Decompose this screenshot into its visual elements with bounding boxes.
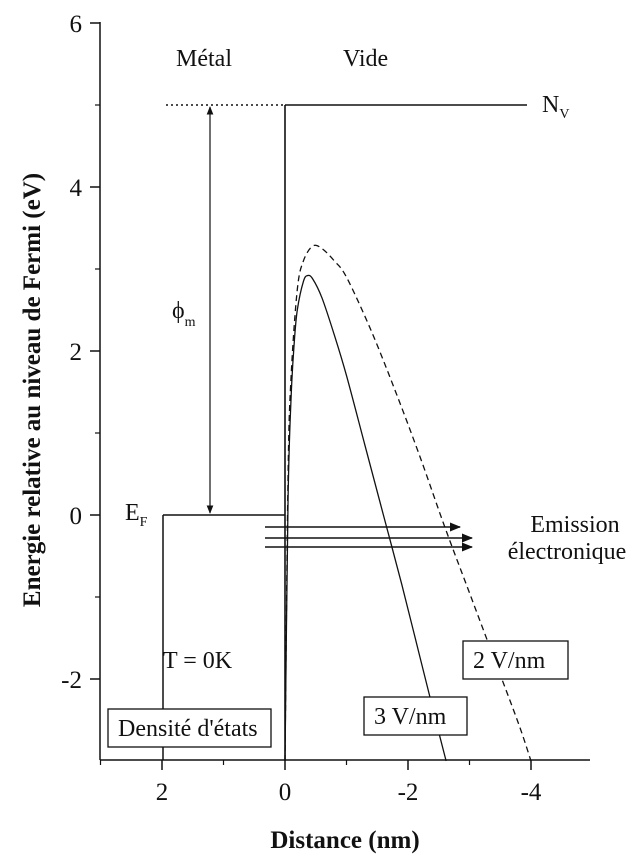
work-function-symbol: ϕ (172, 298, 185, 324)
ticks: -2 0 2 4 6 2 0 -2 -4 (61, 11, 542, 806)
x-axis-title: Distance (nm) (270, 827, 419, 854)
field-2-label: 2 V/nm (473, 648, 546, 674)
field-3-label: 3 V/nm (374, 704, 447, 730)
x-tick-label: -2 (398, 779, 419, 806)
x-tick-label: 2 (156, 779, 169, 806)
axes (99, 22, 590, 761)
vacuum-level-symbol: N (542, 92, 559, 118)
series (284, 244, 532, 762)
fermi-level-subscript: F (140, 515, 148, 530)
y-tick-label: 2 (70, 339, 83, 366)
field-2-box (462, 640, 569, 680)
density-of-states-box (107, 708, 272, 748)
series-line-3-v-nm (284, 274, 447, 762)
emission-label-2: électronique (508, 539, 627, 565)
y-tick-label: -2 (61, 667, 82, 694)
fermi-level-label: EF (125, 500, 148, 530)
metal-label: Métal (176, 46, 232, 72)
fermi-level-symbol: E (125, 500, 140, 526)
temperature-label: T = 0K (163, 648, 233, 674)
vacuum-level-label: NV (542, 92, 569, 122)
field-3-box (363, 696, 468, 736)
work-function-label: ϕm (172, 298, 196, 330)
vacuum-level-subscript: V (559, 107, 569, 122)
y-tick-label: 6 (70, 11, 83, 38)
x-tick-label: 0 (279, 779, 292, 806)
y-tick-label: 0 (70, 503, 83, 530)
y-axis-title: Energie relative au niveau de Fermi (eV) (19, 173, 46, 607)
vacuum-label: Vide (343, 46, 388, 72)
y-tick-label: 4 (70, 175, 83, 202)
x-tick-label: -4 (521, 779, 542, 806)
density-of-states-label: Densité d'états (118, 716, 258, 742)
series-line-2-v-nm (284, 244, 532, 762)
emission-label-1: Emission (530, 512, 619, 538)
work-function-subscript: m (185, 315, 196, 330)
